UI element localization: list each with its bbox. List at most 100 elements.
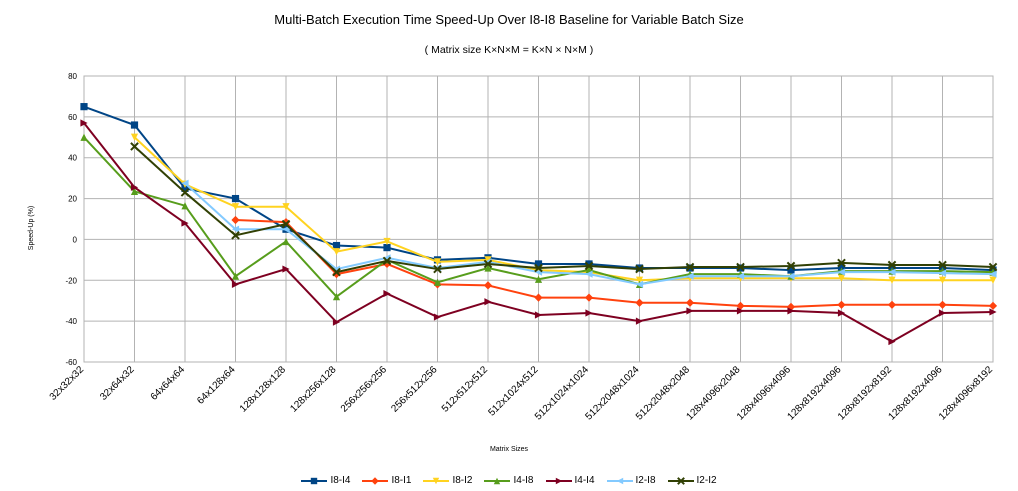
data-point [80,103,88,111]
data-point [585,309,593,317]
series-i2-i2 [130,142,998,277]
data-point [786,261,796,271]
y-tick-label: -20 [65,276,77,285]
data-point [433,264,442,274]
data-point [483,259,493,269]
data-point [80,133,88,141]
data-point [231,231,240,240]
x-tick-label: 256x512x256 [389,364,440,415]
chart-title: Multi-Batch Execution Time Speed-Up Over… [274,12,744,27]
data-point [534,263,543,273]
data-point [988,301,998,310]
data-point [534,260,543,268]
data-point [332,248,341,256]
series-i8-i2 [130,133,997,284]
data-point [736,272,745,280]
y-tick-label: 60 [68,113,77,122]
series-line [235,219,994,308]
data-point [231,203,240,211]
data-point [887,260,897,270]
x-tick-label: 128x256x128 [288,364,339,415]
data-point [635,280,644,288]
data-point [180,188,190,197]
data-point [332,318,341,326]
data-point [685,298,695,307]
data-point [938,260,947,270]
data-point [988,262,998,272]
data-point [383,237,391,246]
data-point [282,237,290,246]
legend-swatch [362,476,389,485]
data-point [585,270,593,278]
data-point [332,267,341,277]
legend-item: I8-I4 [301,475,350,486]
x-tick-label: 64x128x64 [195,364,238,407]
x-tick-label: 512x1024x1024 [533,364,591,422]
data-point [888,337,896,346]
y-tick-label: 20 [68,195,77,204]
legend-item: I4-I4 [545,475,595,486]
y-tick-label: -60 [65,358,77,367]
plot-frame [83,75,994,363]
series-line [133,136,993,282]
data-point [787,266,795,274]
chart-subtitle: ( Matrix size K×N×M = K×N × N×M ) [424,44,594,56]
series-i8-i1 [231,215,998,311]
x-tick-label: 128x8192x4096 [786,364,844,422]
x-tick-label: 512x512x512 [440,364,491,415]
data-point [433,278,442,286]
legend-label: I4-I4 [574,475,595,486]
x-axis-label: Matrix Sizes [489,446,529,453]
data-point [787,307,795,315]
legend-label: I8-I4 [330,475,351,486]
data-point [585,260,593,268]
data-point [130,183,139,191]
data-point [231,272,240,280]
data-point [685,262,695,272]
series-i4-i4 [80,119,997,346]
x-tick-label: 128x4096x2048 [685,364,743,422]
data-point [484,264,492,272]
x-tick-label: 256x256x256 [339,364,390,415]
data-point [938,309,947,317]
legend-item: I2-I8 [606,475,656,486]
data-point [584,293,594,302]
data-point [181,184,189,192]
x-tick-label: 512x1024x512 [486,364,540,418]
y-tick-label: 80 [68,72,77,81]
data-point [787,272,795,280]
legend-label: I8-I2 [452,475,473,486]
data-point [231,280,240,288]
data-point [888,276,896,284]
x-tick-label: 32x32x32 [48,364,87,403]
data-point [181,202,189,210]
x-tick-label: 128x4096x8192 [937,364,995,422]
data-point [887,300,897,309]
x-tick-label: 128x8192x4096 [887,364,945,422]
data-point [635,264,644,274]
data-point [130,121,139,129]
data-point [786,302,796,311]
data-point [382,256,392,266]
series-line [133,145,994,274]
data-point [989,308,997,316]
legend-label: I8-I1 [391,475,412,486]
x-tick-label: 512x2048x1024 [584,364,642,422]
data-point [686,307,694,315]
legend-swatch [606,477,633,484]
legend-swatch [667,476,694,485]
data-point [736,301,745,310]
data-point [282,225,290,233]
y-tick-label: 0 [73,235,78,244]
data-point [616,477,623,484]
data-point [494,477,501,484]
legend-swatch [545,477,572,484]
data-point [80,119,88,127]
data-point [635,317,644,325]
data-point [938,300,947,309]
data-point [281,219,291,229]
data-point [484,298,492,306]
data-point [332,241,341,250]
data-point [231,225,240,233]
